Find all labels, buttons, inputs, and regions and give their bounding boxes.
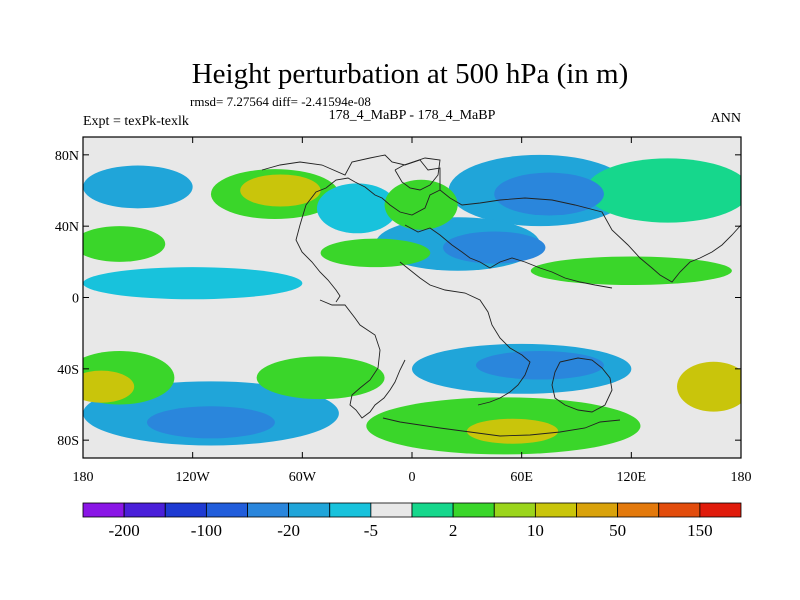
coastline-north-america (261, 154, 441, 303)
coastline-africa (399, 261, 531, 406)
colorbar: -200 -100 -20 -5 2 10 50 150 (82, 502, 742, 540)
center-label: 178_4_MaBP - 178_4_MaBP (329, 108, 496, 123)
field-blob (530, 256, 732, 286)
x-tick-label: 180 (731, 470, 752, 485)
continent-outlines (261, 154, 741, 437)
coastline-eurasia (439, 189, 741, 283)
colorbar-label: -100 (191, 521, 222, 540)
colorbar-label: -20 (277, 521, 300, 540)
field-blob (475, 351, 604, 380)
field-blob (83, 267, 303, 300)
x-tick-label: 180 (73, 470, 94, 485)
left-label: Expt = texPk-texlk (83, 114, 189, 129)
y-tick-label: 80S (57, 434, 79, 449)
field-blob (83, 165, 193, 209)
y-tick-label: 80N (55, 149, 79, 164)
x-tick-label: 60E (510, 470, 533, 485)
field-blob (240, 174, 321, 207)
colorbar-swatch (576, 502, 619, 518)
x-axis: 180 120W 60W 0 60E 120E 180 (73, 137, 752, 485)
colorbar-label: 150 (687, 521, 713, 540)
perturbation-field (83, 154, 741, 455)
coastline-europe-south (404, 224, 613, 289)
field-blob (466, 418, 559, 444)
chart-title: Height perturbation at 500 hPa (in m) (192, 58, 629, 90)
colorbar-label: 50 (609, 521, 626, 540)
colorbar-label: 10 (527, 521, 544, 540)
y-tick-label: 0 (72, 292, 79, 307)
field-blob (83, 370, 135, 403)
field-blob (256, 356, 385, 400)
colorbar-label: 2 (449, 521, 458, 540)
field-blob (585, 158, 741, 223)
y-tick-label: 40S (57, 363, 79, 378)
colorbar-swatch (247, 502, 290, 518)
field-blob (320, 238, 431, 268)
colorbar-swatch (658, 502, 701, 518)
colorbar-swatch (534, 502, 577, 518)
colorbar-swatch (452, 502, 495, 518)
colorbar-swatch (82, 502, 125, 518)
field-blob (494, 172, 604, 216)
colorbar-label: -5 (364, 521, 378, 540)
y-axis: 80N 40N 0 40S 80S (55, 149, 741, 449)
x-tick-label: 120W (176, 470, 211, 485)
field-blob (146, 406, 275, 439)
coastline-south-america (319, 299, 406, 419)
field-blob (83, 226, 166, 262)
colorbar-swatch (370, 502, 413, 518)
colorbar-swatch (493, 502, 536, 518)
field-blob (443, 231, 546, 264)
x-tick-label: 120E (617, 470, 647, 485)
colorbar-swatch (123, 502, 166, 518)
plot-area (82, 136, 742, 459)
colorbar-swatch (411, 502, 454, 518)
colorbar-swatch (699, 502, 742, 518)
colorbar-swatch (329, 502, 372, 518)
colorbar-label: -200 (109, 521, 140, 540)
stats-line: rmsd= 7.27564 diff= -2.41594e-08 (190, 94, 371, 109)
colorbar-swatch (617, 502, 660, 518)
x-tick-label: 60W (289, 470, 317, 485)
colorbar-swatch (205, 502, 248, 518)
field-blob (677, 361, 741, 412)
coastline-antarctica (382, 417, 621, 437)
coastline-greenland (394, 157, 441, 191)
field-blob (384, 179, 458, 230)
x-tick-label: 0 (409, 470, 416, 485)
colorbar-swatch (164, 502, 207, 518)
right-label: ANN (711, 111, 741, 126)
colorbar-swatch (288, 502, 331, 518)
y-tick-label: 40N (55, 220, 79, 235)
coastline-australia (551, 357, 613, 413)
